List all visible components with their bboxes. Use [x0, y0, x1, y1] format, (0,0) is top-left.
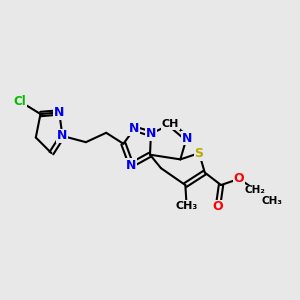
- Text: N: N: [54, 106, 64, 119]
- Text: S: S: [195, 147, 204, 160]
- Text: Cl: Cl: [14, 95, 26, 108]
- Text: N: N: [126, 158, 136, 172]
- Text: O: O: [234, 172, 244, 185]
- Text: CH: CH: [162, 119, 179, 129]
- Text: N: N: [146, 127, 156, 140]
- Text: N: N: [129, 122, 140, 135]
- Text: CH₃: CH₃: [262, 196, 283, 206]
- Text: N: N: [182, 132, 192, 145]
- Text: O: O: [213, 200, 223, 213]
- Text: CH₂: CH₂: [245, 185, 266, 195]
- Text: N: N: [57, 129, 68, 142]
- Text: CH₃: CH₃: [176, 201, 198, 211]
